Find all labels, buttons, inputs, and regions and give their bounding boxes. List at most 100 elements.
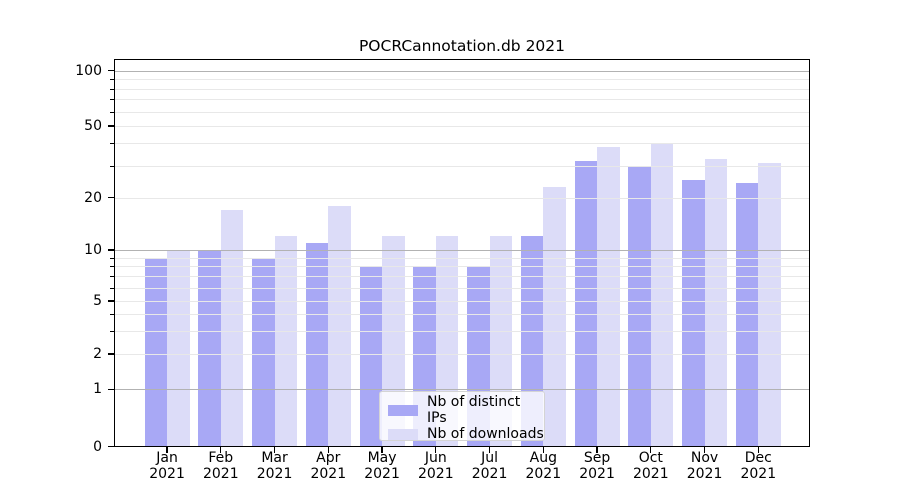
x-tick-jan: [166, 447, 168, 453]
legend: Nb of distinct IPs Nb of downloads: [379, 391, 545, 442]
x-label-year: 2021: [310, 465, 347, 482]
x-label-year: 2021: [579, 465, 615, 482]
bar-nov-distinct-ips: [682, 180, 705, 447]
x-label-year: 2021: [202, 465, 239, 482]
x-label-year: 2021: [364, 465, 400, 482]
y-tick-label-100: 100: [75, 62, 102, 79]
y-tick-100: [107, 70, 114, 72]
gridline-minor-3: [115, 330, 809, 332]
y-minortick-40: [110, 143, 114, 145]
bar-jan-downloads: [167, 250, 190, 447]
x-tick-label-may: May 2021: [354, 450, 410, 482]
x-label-year: 2021: [632, 465, 669, 482]
y-minortick-7: [110, 276, 114, 278]
y-tick-label-10: 10: [84, 242, 102, 258]
y-tick-label-20: 20: [84, 189, 102, 206]
bar-oct-downloads: [650, 143, 674, 447]
bar-oct-distinct-ips: [628, 165, 651, 447]
gridline-minor-70: [115, 99, 809, 101]
x-tick-label-oct: Oct 2021: [623, 450, 679, 482]
x-label-month: Oct: [638, 450, 663, 466]
x-tick-aug: [542, 447, 544, 453]
x-tick-jul: [488, 447, 491, 453]
x-tick-label-dec: Dec 2021: [730, 450, 786, 482]
bar-dec-distinct-ips: [735, 183, 759, 447]
y-tick-label-2: 2: [93, 346, 102, 362]
y-minortick-3: [110, 330, 114, 332]
gridline-minor-5: [115, 301, 809, 302]
chart-title: POCRCannotation.db 2021: [358, 37, 566, 55]
gridline-minor-90: [115, 79, 809, 81]
x-label-month: Apr: [316, 450, 341, 466]
gridline-major-10: [115, 250, 809, 251]
x-tick-label-jan: Jan 2021: [139, 450, 195, 482]
x-label-month: Nov: [690, 450, 719, 466]
x-tick-label-jul: Jul 2021: [462, 450, 518, 482]
bar-mar-downloads: [274, 236, 298, 447]
x-label-month: Jul: [481, 450, 498, 466]
x-tick-label-nov: Nov 2021: [677, 450, 733, 482]
bar-apr-distinct-ips: [305, 242, 329, 447]
x-tick-may: [381, 447, 383, 453]
x-label-month: Feb: [208, 450, 234, 466]
y-tick-10: [107, 249, 114, 251]
y-tick-2: [107, 353, 114, 355]
x-label-month: Sep: [583, 450, 611, 466]
y-minortick-9: [110, 257, 114, 259]
bar-apr-downloads: [328, 205, 351, 447]
bar-sep-downloads: [597, 147, 620, 447]
x-label-month: Jan: [156, 450, 178, 466]
y-minortick-60: [110, 111, 114, 113]
gridline-minor-30: [115, 165, 809, 167]
x-tick-label-jun: Jun 2021: [408, 450, 464, 482]
x-tick-sep: [596, 447, 598, 453]
bar-nov-downloads: [704, 158, 728, 447]
gridline-minor-4: [115, 313, 809, 315]
x-tick-label-apr: Apr 2021: [300, 450, 356, 482]
y-tick-5: [107, 300, 114, 302]
x-label-year: 2021: [740, 465, 777, 482]
legend-swatch-downloads: [388, 428, 418, 440]
gridline-minor-2: [115, 354, 809, 355]
y-minortick-70: [110, 99, 114, 101]
gridline-major-100: [115, 70, 809, 72]
gridline-minor-6: [115, 287, 809, 289]
legend-swatch-distinct-ips: [388, 404, 418, 416]
bar-may-distinct-ips: [359, 266, 383, 447]
y-minortick-6: [110, 287, 114, 289]
gridline-minor-80: [115, 88, 809, 90]
y-tick-20: [107, 197, 114, 199]
bar-sep-distinct-ips: [574, 160, 598, 447]
x-label-year: 2021: [256, 465, 293, 482]
y-minortick-30: [110, 165, 114, 167]
x-tick-label-feb: Feb 2021: [193, 450, 249, 482]
gridline-minor-40: [115, 143, 809, 145]
bar-dec-downloads: [758, 163, 781, 447]
legend-item-downloads: Nb of downloads: [380, 426, 544, 442]
x-tick-dec: [757, 447, 759, 453]
y-tick-0: [107, 445, 114, 448]
legend-item-distinct-ips: Nb of distinct IPs: [380, 394, 544, 426]
x-label-year: 2021: [417, 465, 454, 482]
x-tick-oct: [650, 447, 652, 453]
y-tick-label-0: 0: [93, 438, 102, 455]
x-tick-label-sep: Sep 2021: [569, 450, 625, 482]
gridline-minor-60: [115, 111, 809, 113]
legend-label-distinct-ips: Nb of distinct IPs: [427, 394, 521, 426]
x-tick-nov: [703, 447, 706, 453]
x-tick-mar: [273, 447, 276, 453]
gridline-minor-50: [115, 126, 809, 127]
y-tick-label-1: 1: [93, 381, 102, 398]
y-tick-50: [107, 125, 114, 127]
gridline-major-1: [115, 389, 809, 391]
bar-mar-distinct-ips: [252, 257, 275, 447]
legend-label-downloads: Nb of downloads: [427, 426, 544, 442]
y-minortick-4: [110, 313, 114, 315]
x-label-month: Mar: [261, 450, 288, 466]
x-label-year: 2021: [525, 465, 562, 482]
bar-feb-distinct-ips: [198, 250, 221, 447]
x-tick-feb: [220, 447, 222, 453]
y-minortick-80: [110, 88, 114, 90]
x-label-year: 2021: [149, 465, 185, 482]
